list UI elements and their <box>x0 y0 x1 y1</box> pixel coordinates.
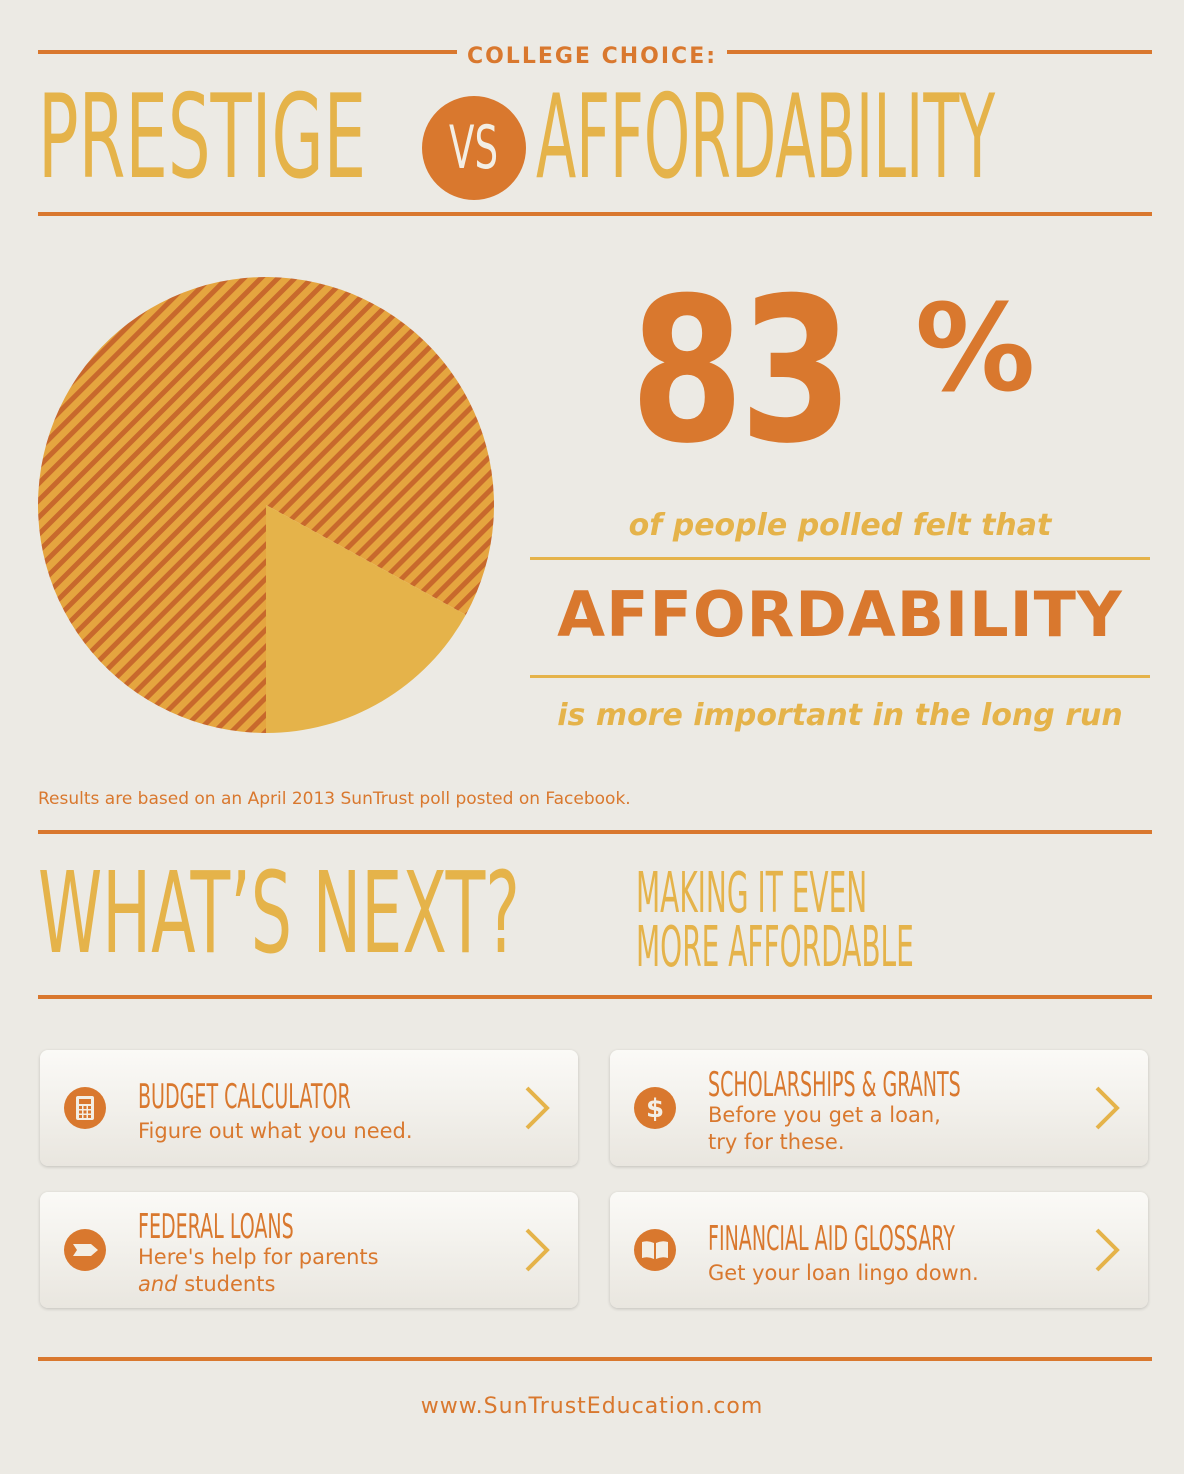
stat-upper-rule <box>530 557 1150 560</box>
financial-aid-glossary-card[interactable]: FINANCIAL AID GLOSSARY Get your loan lin… <box>610 1192 1148 1308</box>
affordability-highlight: AFFORDABILITY <box>557 578 1123 651</box>
scholarships-grants-card[interactable]: $ SCHOLARSHIPS & GRANTS Before you get a… <box>610 1050 1148 1166</box>
chevron-right-icon <box>525 1228 550 1272</box>
card-title: BUDGET CALCULATOR <box>138 1077 351 1117</box>
federal-loans-card[interactable]: FEDERAL LOANS Here's help for parents an… <box>40 1192 578 1308</box>
budget-calculator-card[interactable]: BUDGET CALCULATOR Figure out what you ne… <box>40 1050 578 1166</box>
long-run-text: is more important in the long run <box>557 698 1123 733</box>
svg-text:$: $ <box>646 1094 664 1124</box>
footer-url-link[interactable]: www.SunTrustEducation.com <box>420 1394 764 1419</box>
arrow-tag-icon <box>64 1229 106 1271</box>
header-bottom-rule <box>38 212 1152 216</box>
affordability-title: AFFORDABILITY <box>536 70 996 205</box>
subtitle-line-2: MORE AFFORDABLE <box>636 915 914 980</box>
chevron-right-icon <box>1095 1228 1120 1272</box>
whats-next-title: WHAT’S NEXT? <box>38 849 520 979</box>
big-percent: 83% <box>630 255 1035 488</box>
subtitle-line-1: MAKING IT EVEN <box>636 861 868 926</box>
stat-lower-rule <box>530 675 1150 678</box>
calculator-icon <box>64 1087 106 1129</box>
book-icon <box>634 1229 676 1271</box>
vs-badge: VS <box>422 96 526 200</box>
whats-next-rule <box>38 995 1152 999</box>
card-title: FINANCIAL AID GLOSSARY <box>708 1219 955 1259</box>
card-description: Get your loan lingo down. <box>708 1261 979 1285</box>
source-note: Results are based on an April 2013 SunTr… <box>38 789 631 809</box>
card-description: Here's help for parents and students <box>138 1245 379 1296</box>
chevron-right-icon <box>1095 1086 1120 1130</box>
card-title: SCHOLARSHIPS & GRANTS <box>708 1065 961 1105</box>
card-description: Before you get a loan, try for these. <box>708 1103 941 1154</box>
polled-text: of people polled felt that <box>628 508 1052 543</box>
pie-slice-prestige <box>266 505 466 733</box>
prestige-title: PRESTIGE <box>38 70 367 205</box>
chevron-right-icon <box>525 1086 550 1130</box>
pie-slice-affordability <box>38 277 494 733</box>
dollar-icon: $ <box>634 1087 676 1129</box>
footer-rule <box>38 1357 1152 1361</box>
card-description: Figure out what you need. <box>138 1119 413 1143</box>
poll-pie-chart <box>38 277 494 733</box>
card-title: FEDERAL LOANS <box>138 1207 294 1247</box>
kicker-text: COLLEGE CHOICE: <box>0 44 1184 69</box>
section-rule <box>38 830 1152 834</box>
